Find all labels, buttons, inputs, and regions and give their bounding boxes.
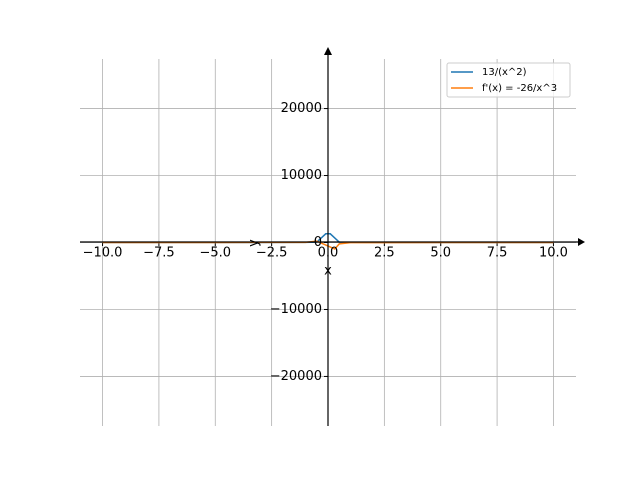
y-arrow: [324, 47, 332, 55]
legend-label: f'(x) = -26/x^3: [482, 83, 557, 94]
legend-box: [446, 62, 571, 98]
x-tick-label: 10.0: [539, 246, 568, 261]
x-tick-label: −10.0: [83, 246, 123, 261]
x-tick-label: −2.5: [256, 246, 288, 261]
y-tick-label: 0: [314, 235, 322, 250]
x-tick-label: 2.5: [374, 246, 395, 261]
x-tick-label: −5.0: [199, 246, 231, 261]
x-tick-label: 5.0: [430, 246, 451, 261]
x-arrow: [578, 238, 585, 246]
tick-labels: −10.0 −7.5 −5.0 −2.5 0.0 2.5 5.0 7.5 10.0 −20000 −…: [83, 101, 568, 384]
legend: 13/(x^2) f'(x) = -26/x^3: [446, 62, 571, 98]
y-tick-label: −10000: [270, 302, 322, 317]
y-tick-label: 20000: [281, 101, 322, 116]
y-tick-label: 10000: [281, 168, 322, 183]
y-axis-label: y: [247, 239, 262, 247]
x-tick-label: 7.5: [487, 246, 508, 261]
x-axis-label: x: [324, 264, 332, 279]
x-tick-label: 0.0: [318, 246, 339, 261]
x-tick-label: −7.5: [143, 246, 175, 261]
legend-label: 13/(x^2): [482, 67, 527, 78]
y-tick-label: −20000: [270, 369, 322, 384]
